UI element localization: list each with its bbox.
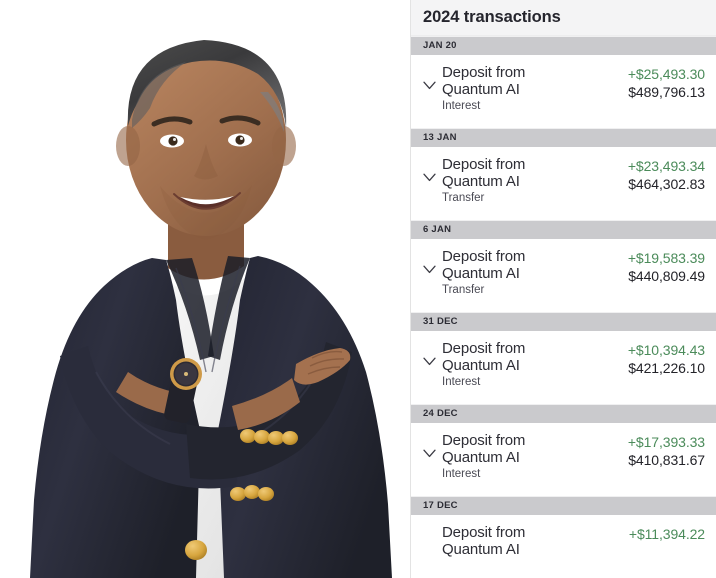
chevron-down-icon [421, 524, 438, 541]
transaction-row[interactable]: Deposit from Quantum AI Interest +$17,393.… [411, 423, 716, 496]
transaction-amounts: +$11,394.22 [629, 524, 707, 543]
transaction-amounts: +$19,583.39 $440,809.49 [628, 248, 707, 285]
transaction-row[interactable]: Deposit from Quantum AI Transfer +$23,493.… [411, 147, 716, 220]
chevron-down-icon[interactable] [421, 248, 438, 274]
transaction-credit-amount: +$17,393.33 [627, 434, 705, 450]
transaction-credit-amount: +$19,583.39 [627, 250, 705, 266]
transaction-row[interactable]: Deposit from Quantum AI Transfer +$19,583.… [411, 239, 716, 312]
page-title: 2024 transactions [423, 8, 561, 27]
transaction-category: Interest [442, 468, 481, 480]
transactions-list[interactable]: JAN 20 Deposit from Quantum AI Interest +$2… [411, 36, 716, 578]
transaction-details: Deposit from Quantum AI Transfer [438, 156, 628, 205]
portrait-illustration [30, 40, 392, 578]
transaction-details: Deposit from Quantum AI Interest [438, 64, 628, 113]
transaction-running-balance: $410,831.67 [628, 452, 705, 468]
transactions-panel: 2024 transactions JAN 20 Deposit from Qua… [410, 0, 716, 578]
transaction-details: Deposit from Quantum AI Interest [438, 432, 628, 481]
transaction-amounts: +$17,393.33 $410,831.67 [628, 432, 707, 469]
transaction-row[interactable]: Deposit from Quantum AI +$11,394.22 [411, 515, 716, 558]
chevron-down-icon[interactable] [421, 156, 438, 182]
transaction-details: Deposit from Quantum AI Transfer [438, 248, 628, 297]
transaction-description: Deposit from Quantum AI [442, 432, 526, 466]
transaction-amounts: +$23,493.34 $464,302.83 [628, 156, 707, 193]
date-group-header: 24 DEC [411, 404, 716, 423]
transaction-category: Interest [442, 376, 481, 388]
transaction-running-balance: $440,809.49 [628, 268, 705, 284]
transaction-description: Deposit from Quantum AI [442, 248, 526, 282]
transaction-details: Deposit from Quantum AI Interest [438, 340, 628, 389]
date-group-label: 31 DEC [423, 316, 458, 328]
date-group-header: 13 JAN [411, 128, 716, 147]
date-group-header: 6 JAN [411, 220, 716, 239]
transaction-credit-amount: +$11,394.22 [628, 526, 705, 542]
date-group-label: 13 JAN [423, 132, 457, 144]
transaction-details: Deposit from Quantum AI [438, 524, 629, 558]
transaction-description: Deposit from Quantum AI [442, 64, 526, 98]
transaction-category: Transfer [442, 192, 485, 204]
transaction-running-balance: $489,796.13 [628, 84, 705, 100]
chevron-down-icon[interactable] [421, 64, 438, 90]
transaction-credit-amount: +$10,394.43 [627, 342, 705, 358]
transaction-running-balance: $421,226.10 [628, 360, 705, 376]
date-group-label: JAN 20 [423, 40, 457, 52]
transaction-running-balance: $464,302.83 [628, 176, 705, 192]
chevron-down-icon[interactable] [421, 340, 438, 366]
transaction-category: Interest [442, 100, 481, 112]
date-group-label: 6 JAN [423, 224, 452, 236]
transaction-amounts: +$10,394.43 $421,226.10 [628, 340, 707, 377]
date-group-header: 17 DEC [411, 496, 716, 515]
date-group-label: 24 DEC [423, 408, 458, 420]
transaction-credit-amount: +$25,493.30 [627, 66, 705, 82]
portrait-photo [30, 40, 392, 578]
transaction-credit-amount: +$23,493.34 [627, 158, 705, 174]
chevron-down-icon[interactable] [421, 432, 438, 458]
transaction-row[interactable]: Deposit from Quantum AI Interest +$10,394.… [411, 331, 716, 404]
transaction-row[interactable]: Deposit from Quantum AI Interest +$25,493.… [411, 55, 716, 128]
transaction-amounts: +$25,493.30 $489,796.13 [628, 64, 707, 101]
transactions-header: 2024 transactions [411, 0, 716, 36]
transaction-description: Deposit from Quantum AI [442, 524, 526, 558]
transaction-description: Deposit from Quantum AI [442, 340, 526, 374]
transaction-description: Deposit from Quantum AI [442, 156, 526, 190]
date-group-label: 17 DEC [423, 500, 458, 512]
date-group-header: 31 DEC [411, 312, 716, 331]
transaction-category: Transfer [442, 284, 485, 296]
date-group-header: JAN 20 [411, 36, 716, 55]
